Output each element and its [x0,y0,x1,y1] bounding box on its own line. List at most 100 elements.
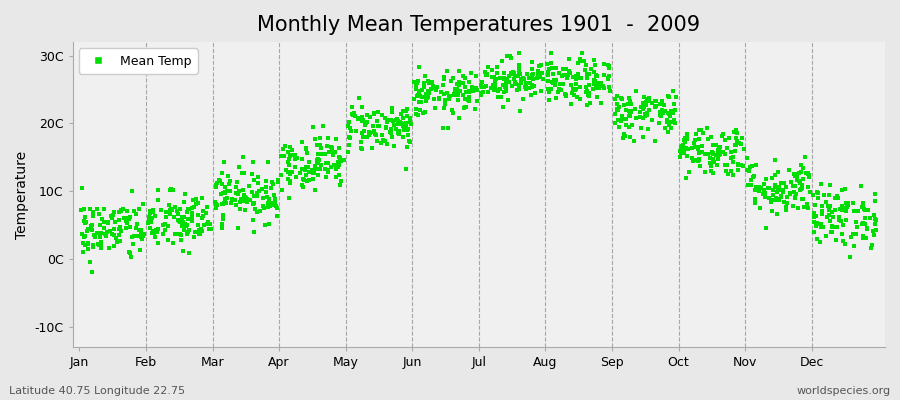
Point [413,93,428,99]
Point [504,71,518,77]
Point [588,62,602,68]
Point [504,55,518,62]
Point [135,236,149,243]
Point [79,219,94,225]
Point [386,118,400,124]
Point [103,228,117,234]
Point [500,76,515,82]
Point [748,186,762,193]
Point [127,233,141,239]
Point [838,240,852,247]
Point [720,145,734,152]
Point [523,80,537,87]
Point [752,184,767,191]
Point [215,215,230,222]
Point [837,186,851,192]
Point [125,234,140,240]
Point [707,159,722,165]
Point [506,69,520,75]
Point [107,208,122,215]
Point [437,76,452,82]
Point [679,145,693,152]
Point [276,153,291,160]
Point [797,154,812,160]
Point [89,229,104,236]
Point [313,166,328,172]
Point [616,102,631,108]
Title: Monthly Mean Temperatures 1901  -  2009: Monthly Mean Temperatures 1901 - 2009 [257,15,700,35]
Point [295,176,310,182]
Point [308,163,322,170]
Point [490,70,504,76]
Point [819,198,833,205]
Point [391,118,405,124]
Point [96,218,111,225]
Point [569,86,583,93]
Point [488,76,502,82]
Point [436,124,450,131]
Point [470,87,484,93]
Point [680,130,694,137]
Point [711,147,725,154]
Point [616,131,631,137]
Point [834,187,849,193]
Point [378,115,392,121]
Point [413,106,428,113]
Point [756,191,770,198]
Point [166,186,180,193]
Point [568,86,582,93]
Point [151,197,166,203]
Point [247,228,261,235]
Point [658,108,672,114]
Point [554,87,568,94]
Point [299,145,313,151]
Point [166,240,181,246]
Point [216,212,230,218]
Point [860,226,874,233]
Point [411,64,426,70]
Point [836,222,850,228]
Point [473,92,488,98]
Point [511,62,526,68]
Point [581,70,596,77]
Point [839,216,853,223]
Point [457,96,472,102]
Point [858,221,872,227]
Point [395,121,410,127]
Point [215,201,230,208]
Point [176,214,190,220]
Point [123,253,138,260]
Point [142,217,157,223]
Point [330,164,345,170]
Point [141,220,156,226]
Point [202,226,216,232]
Point [568,76,582,82]
Point [356,117,370,123]
Point [122,224,137,230]
Point [450,86,464,92]
Point [590,73,604,79]
Point [734,135,749,141]
Point [549,77,563,83]
Point [518,80,533,87]
Point [187,233,202,240]
Point [277,143,292,150]
Point [820,214,834,220]
Point [195,207,210,214]
Point [652,101,667,107]
Point [579,84,593,90]
Point [597,84,611,91]
Point [856,220,870,227]
Point [860,224,875,231]
Point [346,111,360,117]
Point [158,221,173,227]
Point [313,142,328,148]
Point [179,223,194,229]
Point [130,233,145,239]
Point [428,96,442,102]
Point [391,121,405,127]
Point [379,125,393,131]
Point [185,218,200,225]
Point [649,98,663,104]
Point [203,226,218,232]
